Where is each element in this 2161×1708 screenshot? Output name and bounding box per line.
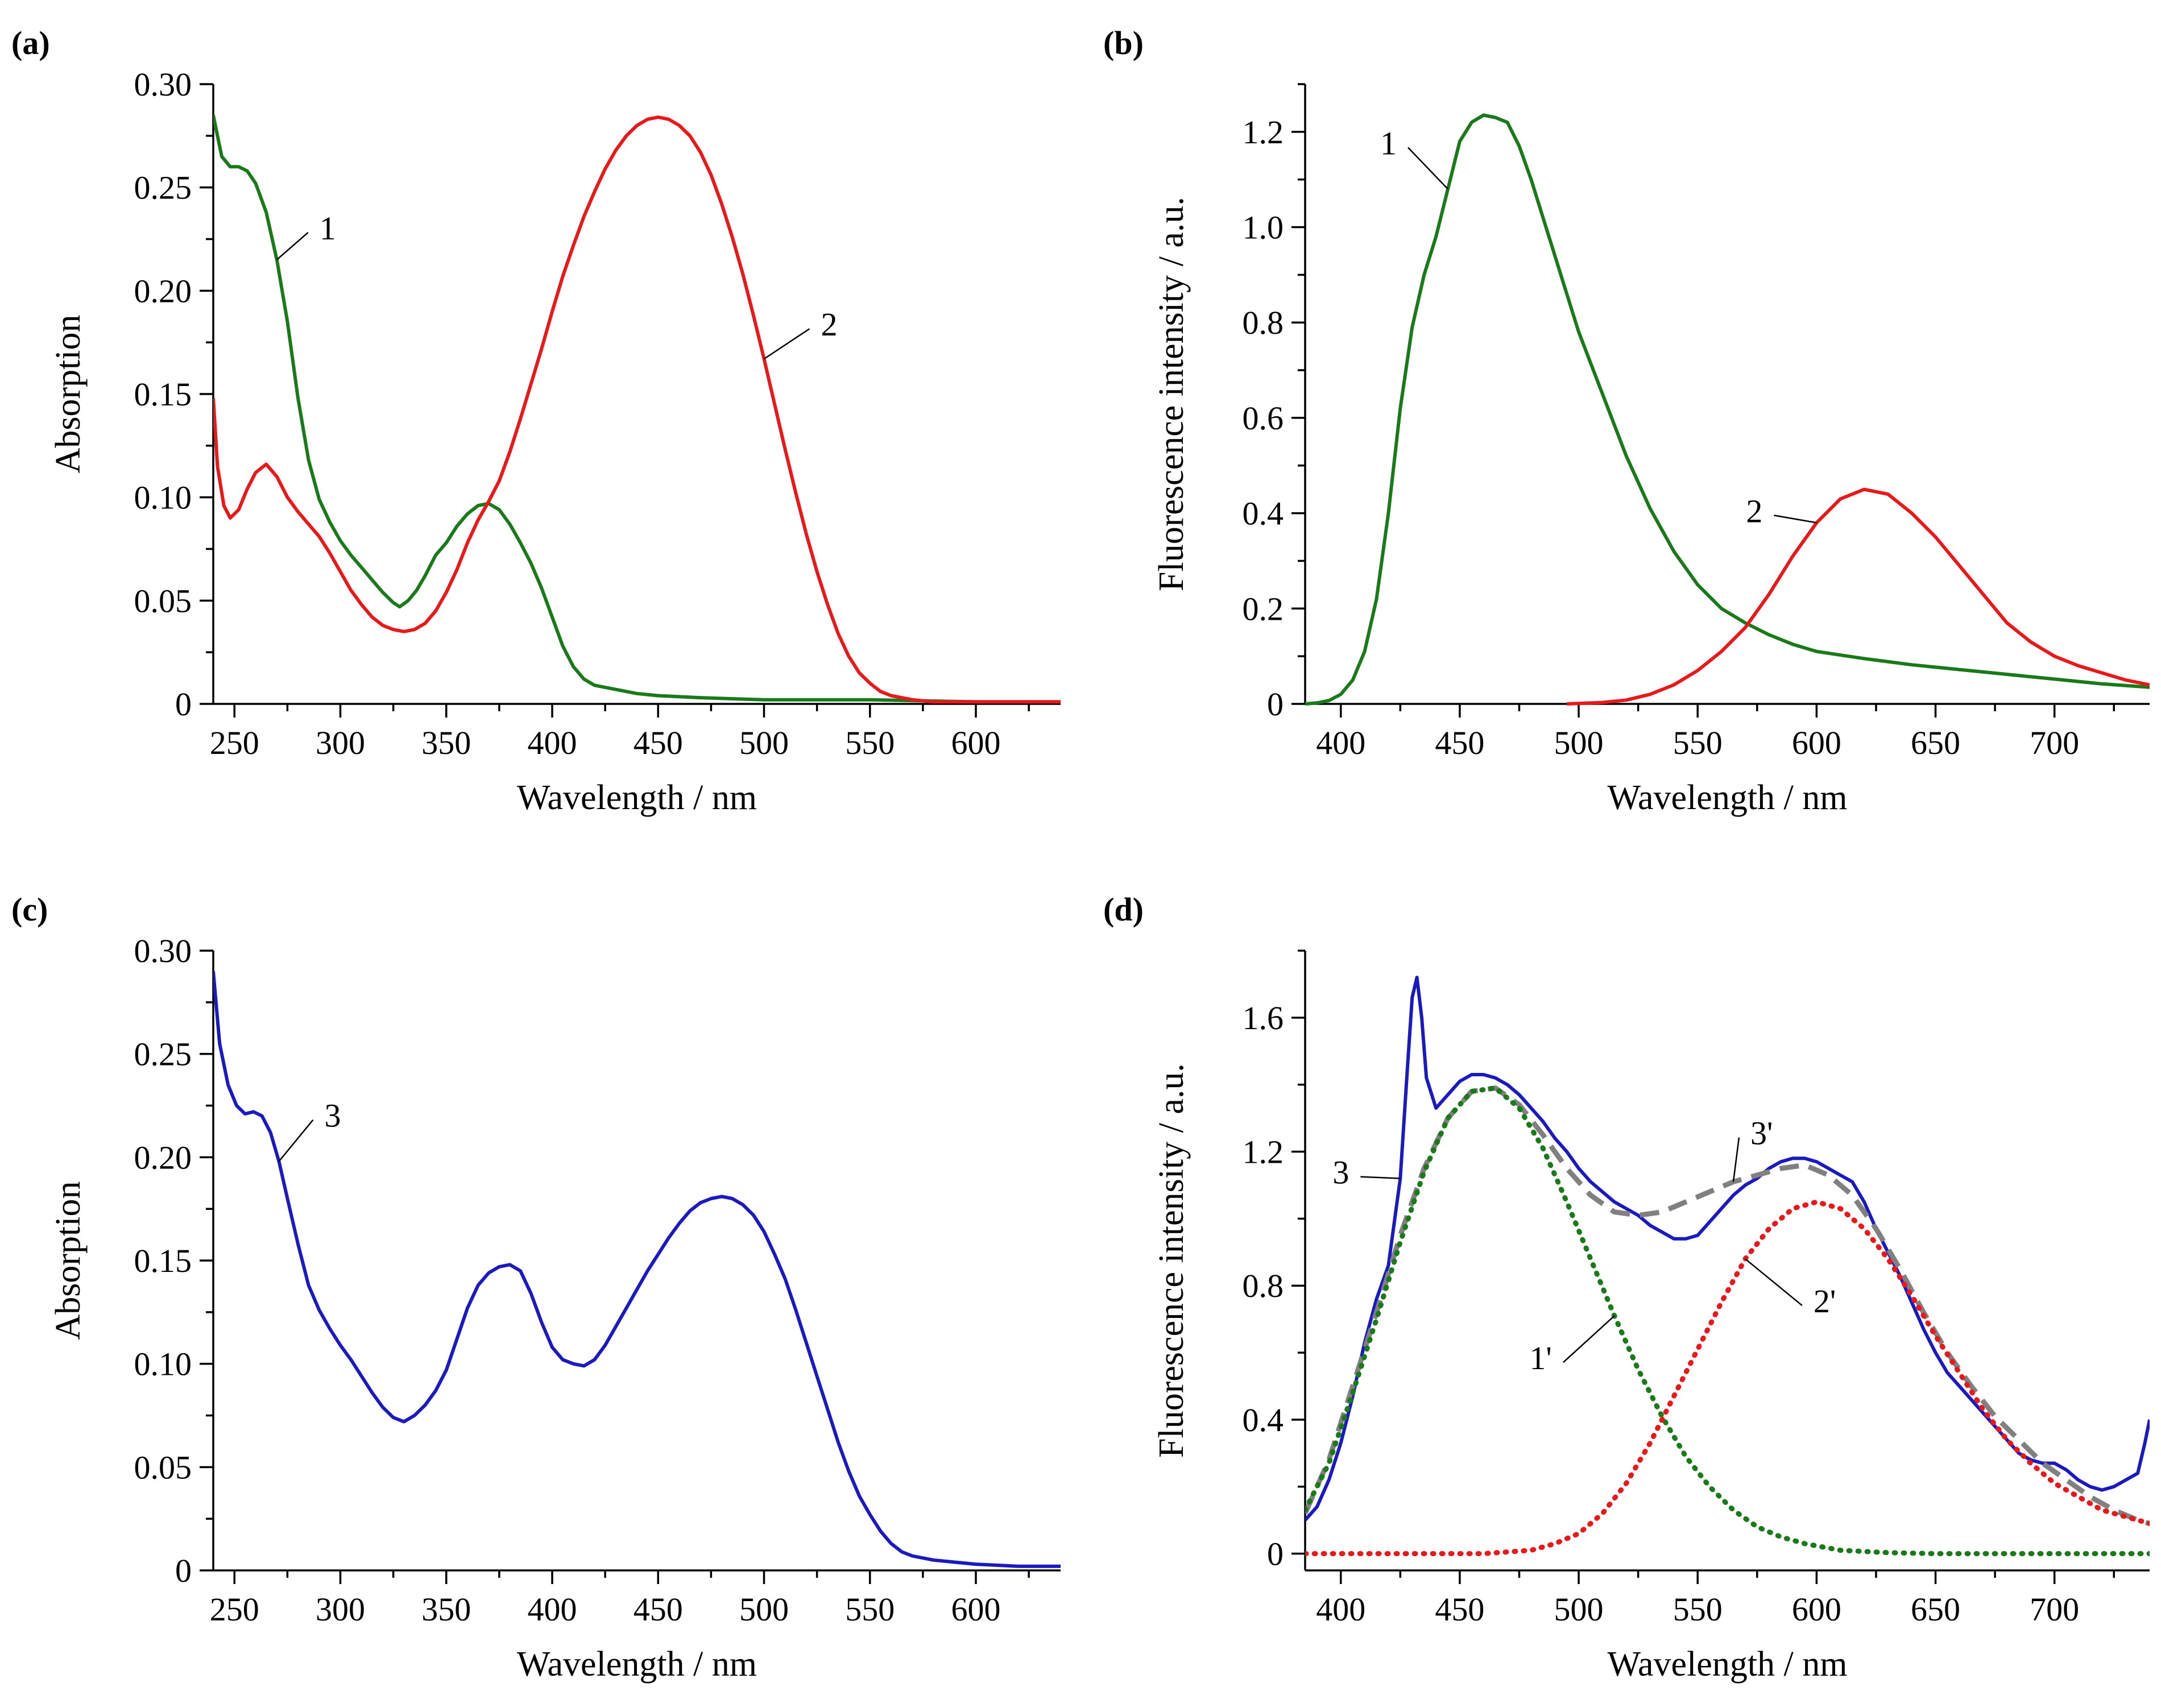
y-axis-title: Fluorescence intensity / a.u. <box>1152 197 1191 591</box>
panel-d: (d) 400 450 500 550 600 650 700 0 0.4 0.8 1.2 1.6 Wav… <box>1103 891 2150 1684</box>
series-line-1 <box>1305 113 2150 706</box>
x-tick-label: 550 <box>1673 1591 1723 1628</box>
panel-c: (c) 250 300 350 400 450 500 550 600 0 0.05 0.10 0.15… <box>11 891 1061 1684</box>
x-tick-label: 400 <box>528 1591 577 1628</box>
y-axis-title: Fluorescence intensity / a.u. <box>1152 1063 1191 1458</box>
panel-label: (c) <box>11 891 48 928</box>
series-line-1' <box>1305 1085 2150 1556</box>
x-tick-label: 500 <box>1554 724 1604 761</box>
annotation-label: 1' <box>1529 1340 1551 1377</box>
y-tick-label: 1.0 <box>1243 209 1284 246</box>
y-tick-label: 0.4 <box>1243 495 1284 532</box>
x-axis-title: Wavelength / nm <box>517 778 757 817</box>
y-tick-label: 0.05 <box>134 1449 192 1486</box>
annotation-leader <box>1360 1176 1401 1179</box>
x-tick-label: 450 <box>1435 724 1484 761</box>
x-tick-label: 600 <box>951 1591 1001 1628</box>
x-tick-label: 250 <box>210 724 259 761</box>
x-tick-label: 300 <box>316 724 365 761</box>
x-tick-label: 350 <box>421 1591 471 1628</box>
series-line-2 <box>1566 487 2150 706</box>
y-tick-label: 0.8 <box>1243 304 1284 341</box>
x-tick-label: 400 <box>1316 724 1365 761</box>
annotation-label: 3 <box>324 1097 341 1134</box>
series-line-3 <box>1305 976 2150 1522</box>
series-line-1 <box>213 114 1061 704</box>
x-tick-label: 600 <box>1792 724 1841 761</box>
y-tick-label: 0.6 <box>1243 400 1284 437</box>
y-tick-label: 0.10 <box>134 1346 192 1383</box>
annotation-label: 2 <box>1746 492 1762 529</box>
x-tick-label: 500 <box>739 724 789 761</box>
series-line-2' <box>1305 1199 2150 1556</box>
x-tick-label: 700 <box>2030 724 2079 761</box>
x-axis-title: Wavelength / nm <box>1607 1645 1847 1684</box>
x-tick-label: 550 <box>1673 724 1723 761</box>
series-line-2 <box>213 115 1061 704</box>
x-tick-label: 450 <box>634 1591 683 1628</box>
y-tick-label: 0 <box>1267 686 1284 723</box>
annotation-leader <box>1562 1315 1615 1363</box>
annotation-label: 1 <box>1380 125 1397 161</box>
x-tick-label: 250 <box>210 1591 259 1628</box>
x-tick-label: 550 <box>845 1591 895 1628</box>
annotation-label: 2' <box>1814 1283 1836 1320</box>
y-tick-label: 1.2 <box>1243 1134 1284 1171</box>
y-tick-label: 0 <box>175 686 192 723</box>
y-tick-label: 1.2 <box>1243 114 1284 151</box>
y-tick-label: 0.8 <box>1243 1267 1284 1304</box>
x-tick-label: 400 <box>1316 1591 1365 1628</box>
x-tick-label: 650 <box>1911 1591 1960 1628</box>
y-axis-title: Absorption <box>49 1181 88 1340</box>
y-tick-label: 0.15 <box>134 376 192 413</box>
annotation-label: 1 <box>320 210 336 247</box>
annotation-leader <box>763 328 810 360</box>
annotation-leader <box>276 231 309 260</box>
panel-label: (b) <box>1103 24 1144 61</box>
panel-label: (a) <box>11 24 50 61</box>
annotation-leader <box>1745 1258 1803 1307</box>
annotation-label: 2 <box>821 306 838 343</box>
x-tick-label: 350 <box>421 724 471 761</box>
y-tick-label: 0 <box>175 1552 192 1589</box>
annotation-label: 3 <box>1332 1154 1349 1191</box>
x-axis-title: Wavelength / nm <box>1607 778 1847 817</box>
annotation-leader <box>1774 515 1817 524</box>
x-tick-label: 600 <box>951 724 1001 761</box>
y-tick-label: 0.25 <box>134 169 192 206</box>
annotation-leader <box>1407 147 1448 190</box>
x-tick-label: 450 <box>1435 1591 1484 1628</box>
y-tick-label: 0.25 <box>134 1036 192 1073</box>
panel-label: (d) <box>1103 891 1144 928</box>
x-tick-label: 600 <box>1792 1591 1841 1628</box>
x-tick-label: 500 <box>1554 1591 1604 1628</box>
series-line-3 <box>213 971 1061 1568</box>
y-tick-label: 0.20 <box>134 272 192 309</box>
y-tick-label: 0 <box>1267 1536 1284 1573</box>
annotation-leader <box>1732 1137 1740 1182</box>
y-tick-label: 0.4 <box>1243 1402 1284 1438</box>
y-tick-label: 1.6 <box>1243 1000 1284 1037</box>
panel-a: (a) 250 300 350 400 450 500 550 600 0 0.05 0.10 0.15… <box>11 24 1061 817</box>
annotation-label: 3' <box>1750 1115 1773 1152</box>
y-tick-label: 0.30 <box>134 66 192 103</box>
x-axis-title: Wavelength / nm <box>517 1645 757 1684</box>
x-tick-label: 450 <box>634 724 683 761</box>
y-axis-title: Absorption <box>49 315 88 474</box>
y-tick-label: 0.30 <box>134 932 192 969</box>
annotation-leader <box>278 1119 314 1162</box>
y-tick-label: 0.10 <box>134 479 192 516</box>
x-tick-label: 300 <box>316 1591 365 1628</box>
x-tick-label: 550 <box>845 724 895 761</box>
x-tick-label: 500 <box>739 1591 789 1628</box>
x-tick-label: 700 <box>2030 1591 2079 1628</box>
y-tick-label: 0.2 <box>1243 590 1284 627</box>
y-tick-label: 0.15 <box>134 1242 192 1279</box>
panel-b: (b) 400 450 500 550 600 650 700 0 0.2 0.4 0.6 0.8 1.0… <box>1103 24 2150 817</box>
x-tick-label: 650 <box>1911 724 1960 761</box>
x-tick-label: 400 <box>528 724 577 761</box>
y-tick-label: 0.05 <box>134 582 192 619</box>
y-tick-label: 0.20 <box>134 1139 192 1176</box>
